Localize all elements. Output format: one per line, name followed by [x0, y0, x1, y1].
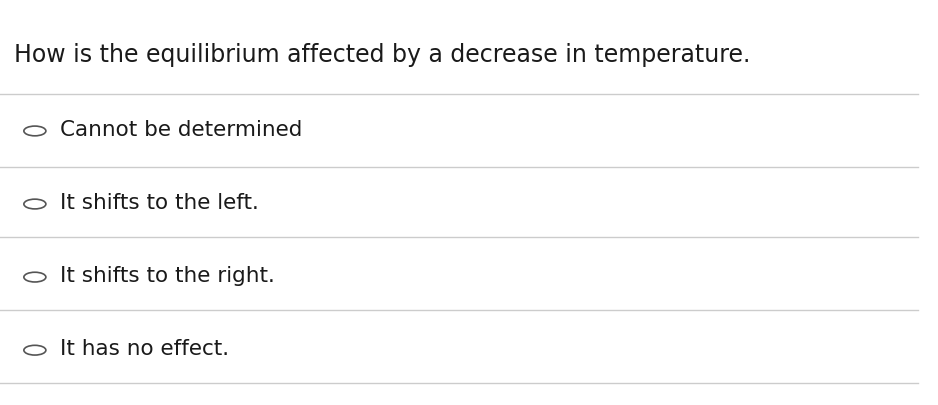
Text: It shifts to the left.: It shifts to the left. — [60, 192, 259, 213]
Text: It has no effect.: It has no effect. — [60, 338, 229, 358]
Text: Cannot be determined: Cannot be determined — [60, 119, 302, 140]
Text: It shifts to the right.: It shifts to the right. — [60, 265, 275, 286]
Text: How is the equilibrium affected by a decrease in temperature.: How is the equilibrium affected by a dec… — [14, 43, 750, 66]
